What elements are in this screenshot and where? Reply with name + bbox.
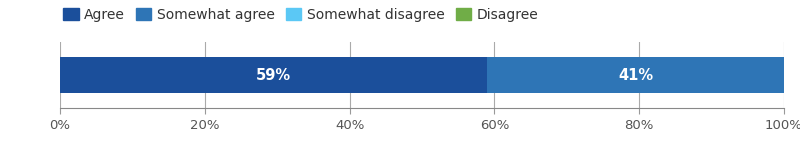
- Text: 59%: 59%: [256, 68, 291, 82]
- Legend: Agree, Somewhat agree, Somewhat disagree, Disagree: Agree, Somewhat agree, Somewhat disagree…: [63, 8, 538, 22]
- Bar: [487, 57, 784, 93]
- Text: 41%: 41%: [618, 68, 653, 82]
- Bar: [60, 57, 487, 93]
